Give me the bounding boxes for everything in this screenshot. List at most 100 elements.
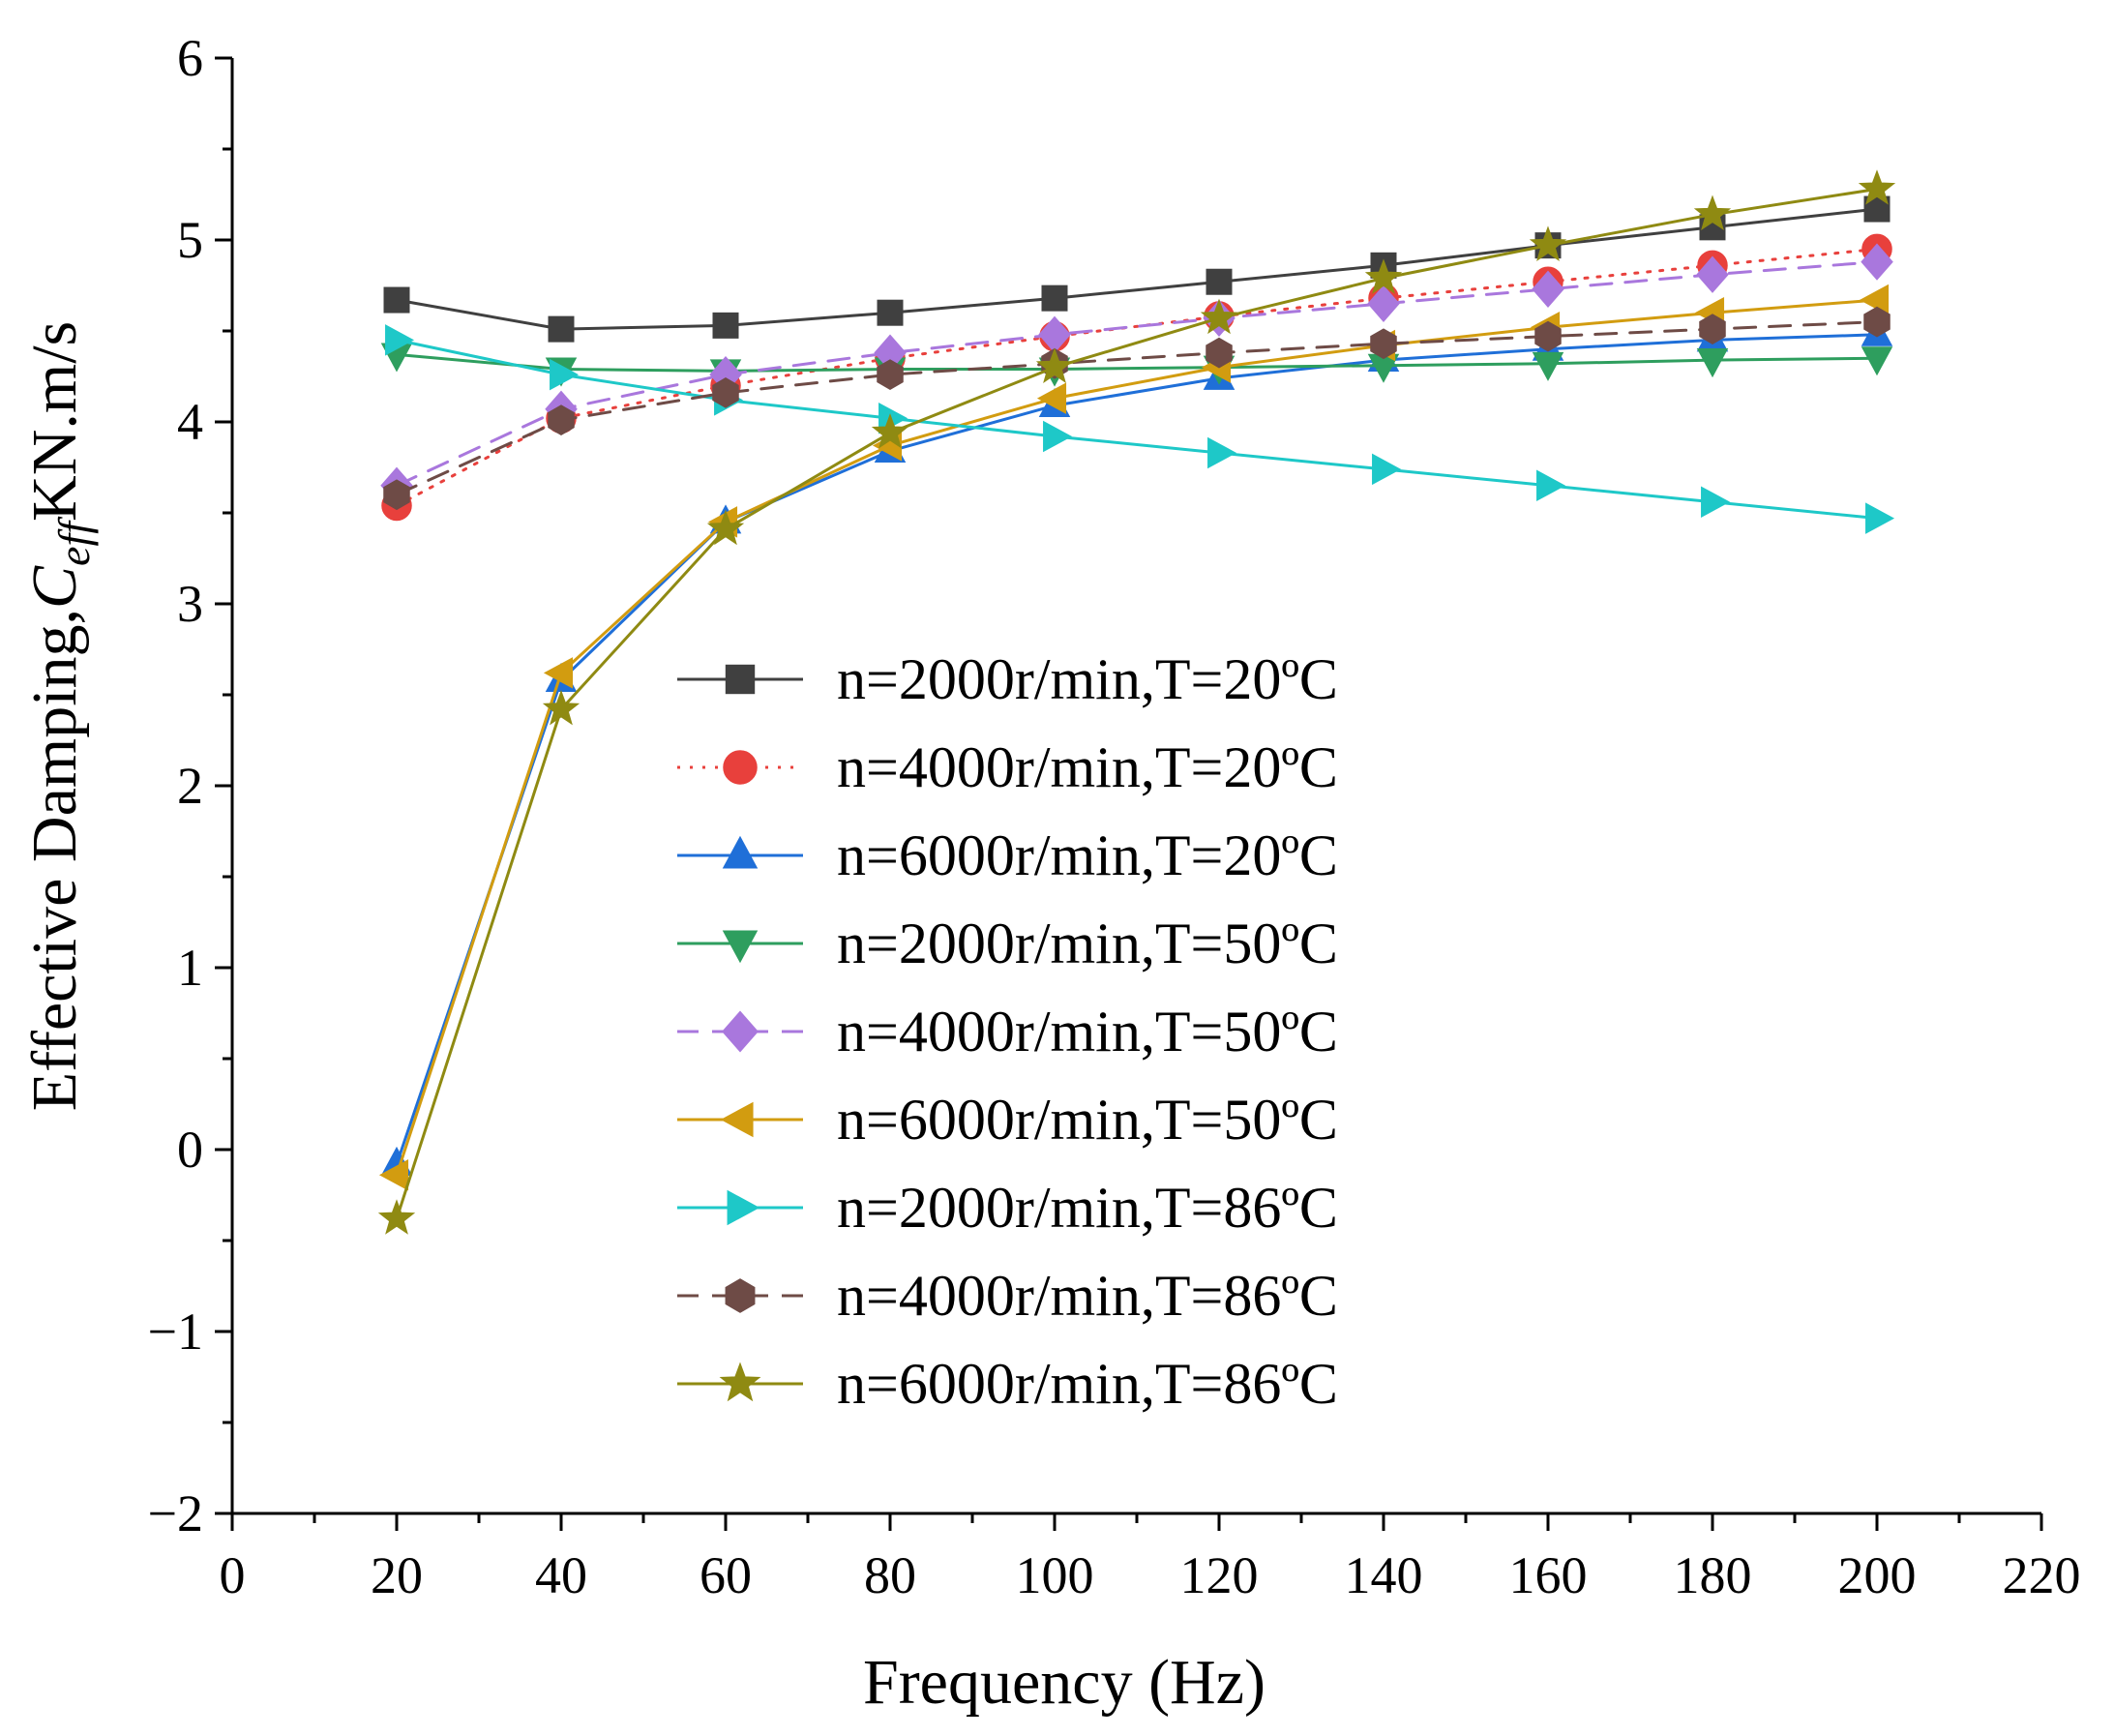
data-point [1865, 502, 1895, 534]
data-point [542, 689, 581, 726]
axes: 0 20 40 60 80 100 120 140 160 180 200 220 −2 −1 0 1 2 3 4 5… [148, 29, 2081, 1604]
legend-label: n=6000r/min,T=86ºC [837, 1352, 1338, 1416]
legend-marker [719, 1362, 761, 1402]
series-line [395, 338, 1879, 521]
data-point [1859, 284, 1890, 316]
data-point [1370, 328, 1397, 360]
x-tick-label: 20 [371, 1546, 423, 1604]
series-8 [383, 306, 1891, 511]
legend-label: n=2000r/min,T=20ºC [837, 647, 1338, 711]
series-1 [383, 195, 1891, 343]
series-line [395, 320, 1879, 496]
series-7 [385, 324, 1895, 534]
x-tick-label: 140 [1345, 1546, 1423, 1604]
data-point [548, 404, 575, 435]
legend-item: n=6000r/min,T=50ºC [677, 1088, 1338, 1152]
data-point [1858, 169, 1896, 205]
data-point [1534, 320, 1562, 352]
data-point [871, 413, 909, 449]
data-point [712, 377, 739, 408]
y-axis-title-suffix: KN.m/s [19, 321, 90, 522]
legend-marker [725, 664, 756, 695]
y-tick-label: 0 [177, 1121, 203, 1179]
legend-label: n=4000r/min,T=50ºC [837, 1000, 1338, 1063]
data-point [1863, 306, 1891, 338]
legend-label: n=4000r/min,T=86ºC [837, 1264, 1338, 1328]
x-tick-label: 0 [220, 1546, 246, 1604]
series-line [395, 333, 1879, 1166]
series-5 [380, 243, 1893, 504]
x-tick-label: 80 [864, 1546, 916, 1604]
y-tick-label: 5 [177, 211, 203, 269]
data-point [548, 315, 575, 343]
series-9 [377, 169, 1896, 1235]
data-point [1035, 347, 1074, 383]
data-point [1041, 284, 1068, 312]
y-tick-label: 1 [177, 939, 203, 997]
y-tick-label: 2 [177, 757, 203, 815]
legend-label: n=6000r/min,T=50ºC [837, 1088, 1338, 1152]
data-point [1861, 346, 1893, 376]
y-tick-label: 3 [177, 575, 203, 633]
legend: n=2000r/min,T=20ºC n=4000r/min,T=20ºC n=60… [677, 647, 1338, 1416]
legend-item: n=6000r/min,T=86ºC [677, 1352, 1338, 1416]
data-point [1206, 337, 1233, 369]
data-point [377, 1199, 416, 1235]
x-tick-label: 40 [535, 1546, 587, 1604]
data-point [877, 299, 904, 326]
legend-item: n=6000r/min,T=20ºC [677, 823, 1338, 887]
data-point [383, 286, 410, 314]
y-tick-label: 4 [177, 393, 203, 451]
x-tick-label: 160 [1509, 1546, 1588, 1604]
data-point [1529, 225, 1567, 261]
data-point [1861, 243, 1893, 281]
y-axis-title-subscript: eff [49, 516, 99, 566]
data-point [1696, 348, 1729, 378]
x-tick-label: 180 [1674, 1546, 1752, 1604]
data-point [543, 657, 574, 689]
legend-item: n=4000r/min,T=50ºC [677, 1000, 1338, 1063]
data-point [712, 312, 739, 339]
data-point [1364, 258, 1403, 294]
x-tick-label: 200 [1838, 1546, 1917, 1604]
y-tick-label: −2 [148, 1484, 203, 1542]
y-axis-title-prefix: Effective Damping, [19, 609, 90, 1111]
data-point [1701, 486, 1731, 518]
legend-label: n=6000r/min,T=20ºC [837, 823, 1338, 887]
legend-item: n=4000r/min,T=86ºC [677, 1264, 1338, 1328]
data-point [385, 324, 415, 356]
data-point [1699, 314, 1726, 344]
legend-marker [725, 1278, 756, 1313]
legend-label: n=2000r/min,T=86ºC [837, 1176, 1338, 1240]
data-point [378, 1159, 409, 1191]
series-line [395, 187, 1879, 1220]
series-line [395, 352, 1879, 373]
data-point [1043, 420, 1073, 453]
series-line [395, 298, 1879, 1177]
legend-marker [727, 1189, 760, 1226]
y-tick-label: −1 [148, 1302, 203, 1361]
data-point [1536, 469, 1566, 502]
data-point [1532, 351, 1564, 381]
legend-label: n=2000r/min,T=50ºC [837, 912, 1338, 975]
data-point [1367, 284, 1400, 322]
legend-marker [722, 930, 759, 964]
series-line [395, 260, 1879, 488]
data-point [1206, 268, 1233, 295]
data-point [1693, 195, 1732, 230]
x-tick-label: 60 [700, 1546, 752, 1604]
data-point [383, 479, 410, 511]
x-tick-label: 100 [1016, 1546, 1094, 1604]
data-point [706, 509, 745, 546]
data-point [1532, 270, 1564, 308]
data-point [550, 358, 580, 391]
legend-marker [722, 835, 759, 869]
legend-item: n=4000r/min,T=20ºC [677, 735, 1338, 799]
series-line [395, 207, 1879, 331]
data-point [1372, 453, 1402, 486]
series-layer [377, 169, 1896, 1235]
y-axis-title: Effective Damping,CeffKN.m/s [19, 321, 99, 1111]
data-point [1036, 382, 1067, 414]
legend-marker [723, 750, 758, 785]
